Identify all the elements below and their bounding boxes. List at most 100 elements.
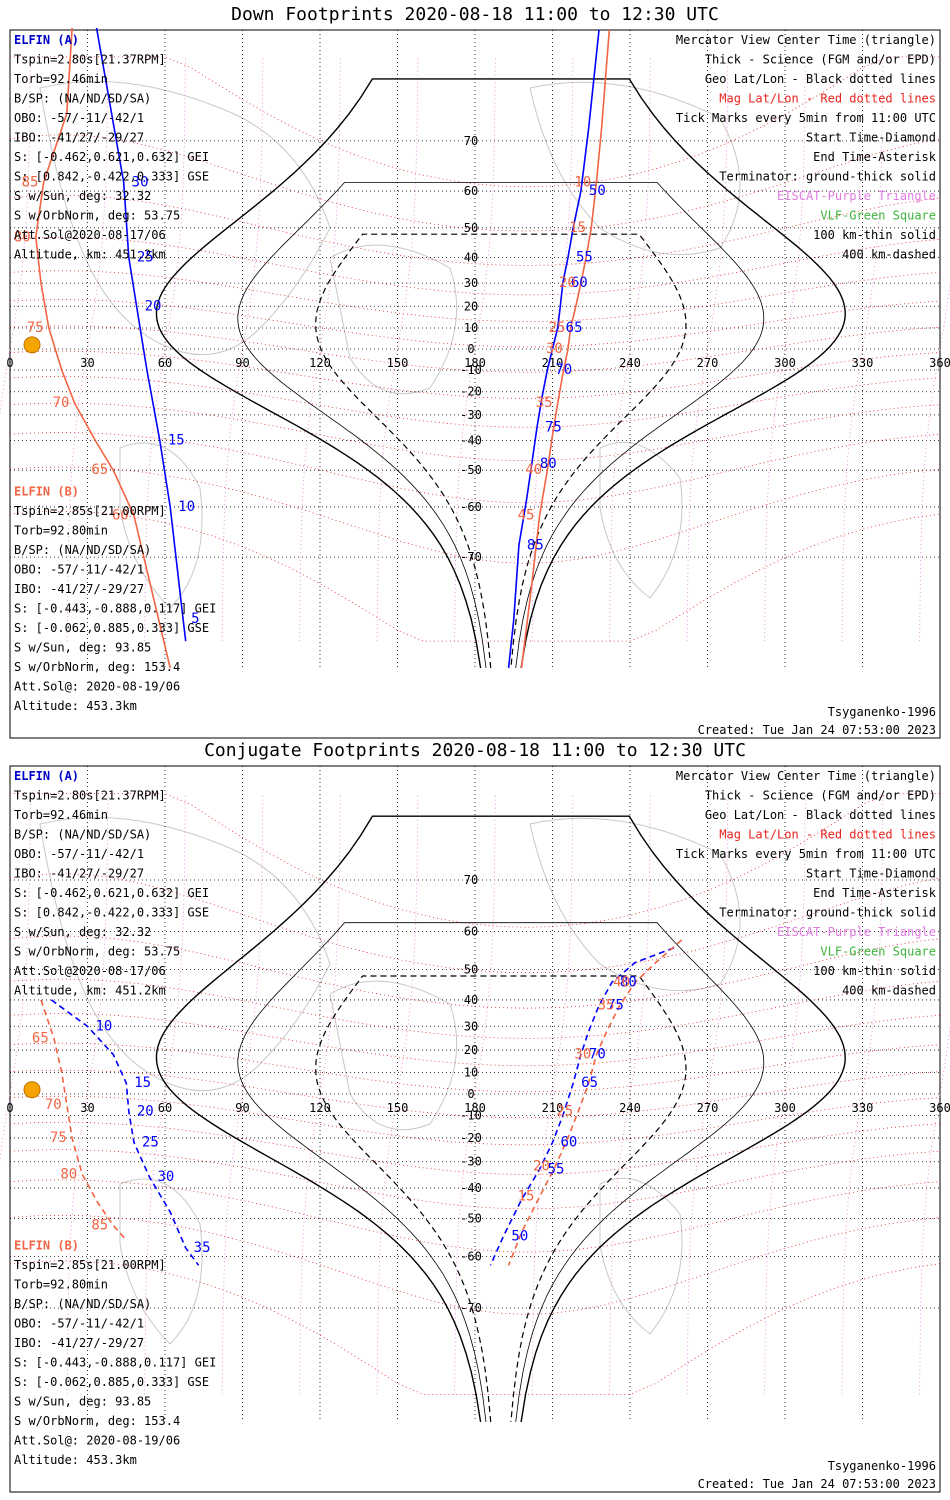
- sat-a-info-line: S w/OrbNorm, deg: 53.75: [14, 945, 180, 959]
- y-tick-label: -40: [460, 433, 482, 447]
- track-time-label: 85: [91, 1217, 108, 1233]
- sat-a-info-line: Tspin=2.80s[21.37RPM]: [14, 53, 166, 67]
- chart-down-footprints: 0 30 60 90 120 150 180 210 240 270 300 330 360706050…: [0, 28, 950, 739]
- sat-b-info-line: Att.Sol@: 2020-08-19/06: [14, 680, 180, 694]
- legend-entry: End Time-Asterisk: [813, 886, 937, 900]
- x-tick-label: 150: [387, 356, 409, 370]
- sat-b-info-line: Att.Sol@: 2020-08-19/06: [14, 1434, 180, 1448]
- sat-b-name: ELFIN (B): [14, 1239, 79, 1253]
- track-time-label: 65: [32, 1030, 49, 1046]
- track-time-label: 55: [576, 250, 593, 266]
- land-outline-1: [329, 244, 458, 395]
- mag-parallel: [9, 1260, 941, 1395]
- legend-entry: Geo Lat/Lon - Black dotted lines: [705, 808, 936, 822]
- x-tick-label: 330: [852, 1101, 874, 1115]
- track-time-label: 25: [549, 320, 566, 336]
- sat-a-info-line: Torb=92.46min: [14, 808, 108, 822]
- terminator-400km: [315, 975, 687, 1423]
- y-tick-label: -50: [460, 463, 482, 477]
- series-line-3: [507, 939, 683, 1266]
- y-tick-label: 20: [464, 299, 478, 313]
- legend-entry: Geo Lat/Lon - Black dotted lines: [705, 72, 936, 86]
- sat-b-info-line: S w/Sun, deg: 93.85: [14, 641, 151, 655]
- legend-entry: Mag Lat/Lon - Red dotted lines: [719, 92, 936, 106]
- y-tick-label: -50: [460, 1212, 482, 1226]
- y-tick-label: 50: [464, 962, 478, 976]
- sat-b-info-line: Tspin=2.85s[21.00RPM]: [14, 1258, 166, 1272]
- y-tick-label: 10: [464, 321, 478, 335]
- sat-a-info-line: S: [0.842,-0.422,0.333] GSE: [14, 170, 209, 184]
- x-tick-label: 120: [309, 356, 331, 370]
- legend-entry: 100 km-thin solid: [813, 228, 936, 242]
- sat-b-info-line: OBO: -57/-11/-42/1: [14, 1317, 144, 1331]
- sat-b-info-line: Altitude: 453.3km: [14, 699, 137, 713]
- x-tick-label: 60: [158, 1101, 172, 1115]
- legend-entry: 400 km-dashed: [842, 984, 936, 998]
- legend-entry: 400 km-dashed: [842, 248, 936, 262]
- land-outline-0: [39, 80, 331, 356]
- x-tick-label: 90: [235, 1101, 249, 1115]
- track-time-label: 40: [613, 974, 630, 990]
- y-tick-label: -20: [460, 1131, 482, 1145]
- sat-b-info-line: Tspin=2.85s[21.00RPM]: [14, 504, 166, 518]
- created-label: Created: Tue Jan 24 07:53:00 2023: [698, 723, 936, 737]
- track-time-label: 75: [27, 320, 44, 336]
- x-tick-label: 30: [80, 1101, 94, 1115]
- x-tick-label: 360: [929, 1101, 950, 1115]
- sat-a-info-line: B/SP: (NA/ND/SD/SA): [14, 828, 151, 842]
- series-line-1: [40, 999, 127, 1241]
- sun-icon: [23, 336, 41, 354]
- series-line-0: [95, 28, 187, 642]
- x-tick-label: 60: [158, 356, 172, 370]
- mag-parallel: [9, 466, 941, 564]
- y-tick-label: 20: [464, 1043, 478, 1057]
- legend-entry: Mercator View Center Time (triangle): [676, 769, 936, 783]
- sat-b-info-line: IBO: -41/27/-29/27: [14, 1336, 144, 1350]
- y-tick-label: 70: [464, 134, 478, 148]
- sat-a-info-line: Torb=92.46min: [14, 72, 108, 86]
- x-tick-label: 270: [697, 356, 719, 370]
- x-tick-label: 0: [6, 1101, 13, 1115]
- y-tick-label: -30: [460, 408, 482, 422]
- track-time-label: 30: [158, 1169, 175, 1185]
- y-tick-label: 30: [464, 1019, 478, 1033]
- track-time-label: 30: [574, 1047, 591, 1063]
- series-line-0: [50, 999, 200, 1266]
- y-tick-label: 0: [467, 342, 474, 356]
- land-outline-2: [529, 81, 741, 256]
- sat-a-info-line: IBO: -41/27/-29/27: [14, 867, 144, 881]
- track-time-label: 80: [14, 229, 31, 245]
- sat-a-info-line: S: [-0.462,0.621,0.632] GEI: [14, 886, 209, 900]
- track-time-label: 20: [533, 1159, 550, 1175]
- track-time-label: 20: [559, 275, 576, 291]
- legend-entry: Tick Marks every 5min from 11:00 UTC: [676, 111, 936, 125]
- y-tick-label: -10: [460, 363, 482, 377]
- legend-entry: Thick - Science (FGM and/or EPD): [705, 53, 936, 67]
- track-time-label: 50: [589, 183, 606, 199]
- track-time-label: 85: [527, 537, 544, 553]
- mag-parallel: [9, 194, 941, 266]
- sat-a-info-line: S: [0.842,-0.422,0.333] GSE: [14, 906, 209, 920]
- sat-a-info-line: S w/Sun, deg: 32.32: [14, 925, 151, 939]
- sat-b-info-line: S: [-0.062,0.885,0.333] GSE: [14, 1375, 209, 1389]
- x-tick-label: 210: [542, 1101, 564, 1115]
- track-time-label: 70: [45, 1097, 62, 1113]
- sat-b-info-line: S w/Sun, deg: 93.85: [14, 1395, 151, 1409]
- sat-b-info-line: OBO: -57/-11/-42/1: [14, 563, 144, 577]
- y-tick-label: 60: [464, 184, 478, 198]
- y-tick-label: 10: [464, 1065, 478, 1079]
- land-outline-0: [39, 816, 331, 1092]
- sat-a-info-line: OBO: -57/-11/-42/1: [14, 847, 144, 861]
- sat-b-info-line: B/SP: (NA/ND/SD/SA): [14, 543, 151, 557]
- track-time-label: 35: [536, 395, 553, 411]
- x-tick-label: 180: [464, 356, 486, 370]
- y-tick-label: -70: [460, 550, 482, 564]
- land-outline-3: [599, 441, 683, 599]
- sat-a-info-line: IBO: -41/27/-29/27: [14, 131, 144, 145]
- sat-a-info-line: OBO: -57/-11/-42/1: [14, 111, 144, 125]
- track-time-label: 65: [566, 320, 583, 336]
- sat-b-info-line: IBO: -41/27/-29/27: [14, 582, 144, 596]
- sun-icon: [23, 1081, 41, 1099]
- legend-entry: Terminator: ground-thick solid: [719, 170, 936, 184]
- x-tick-label: 0: [6, 356, 13, 370]
